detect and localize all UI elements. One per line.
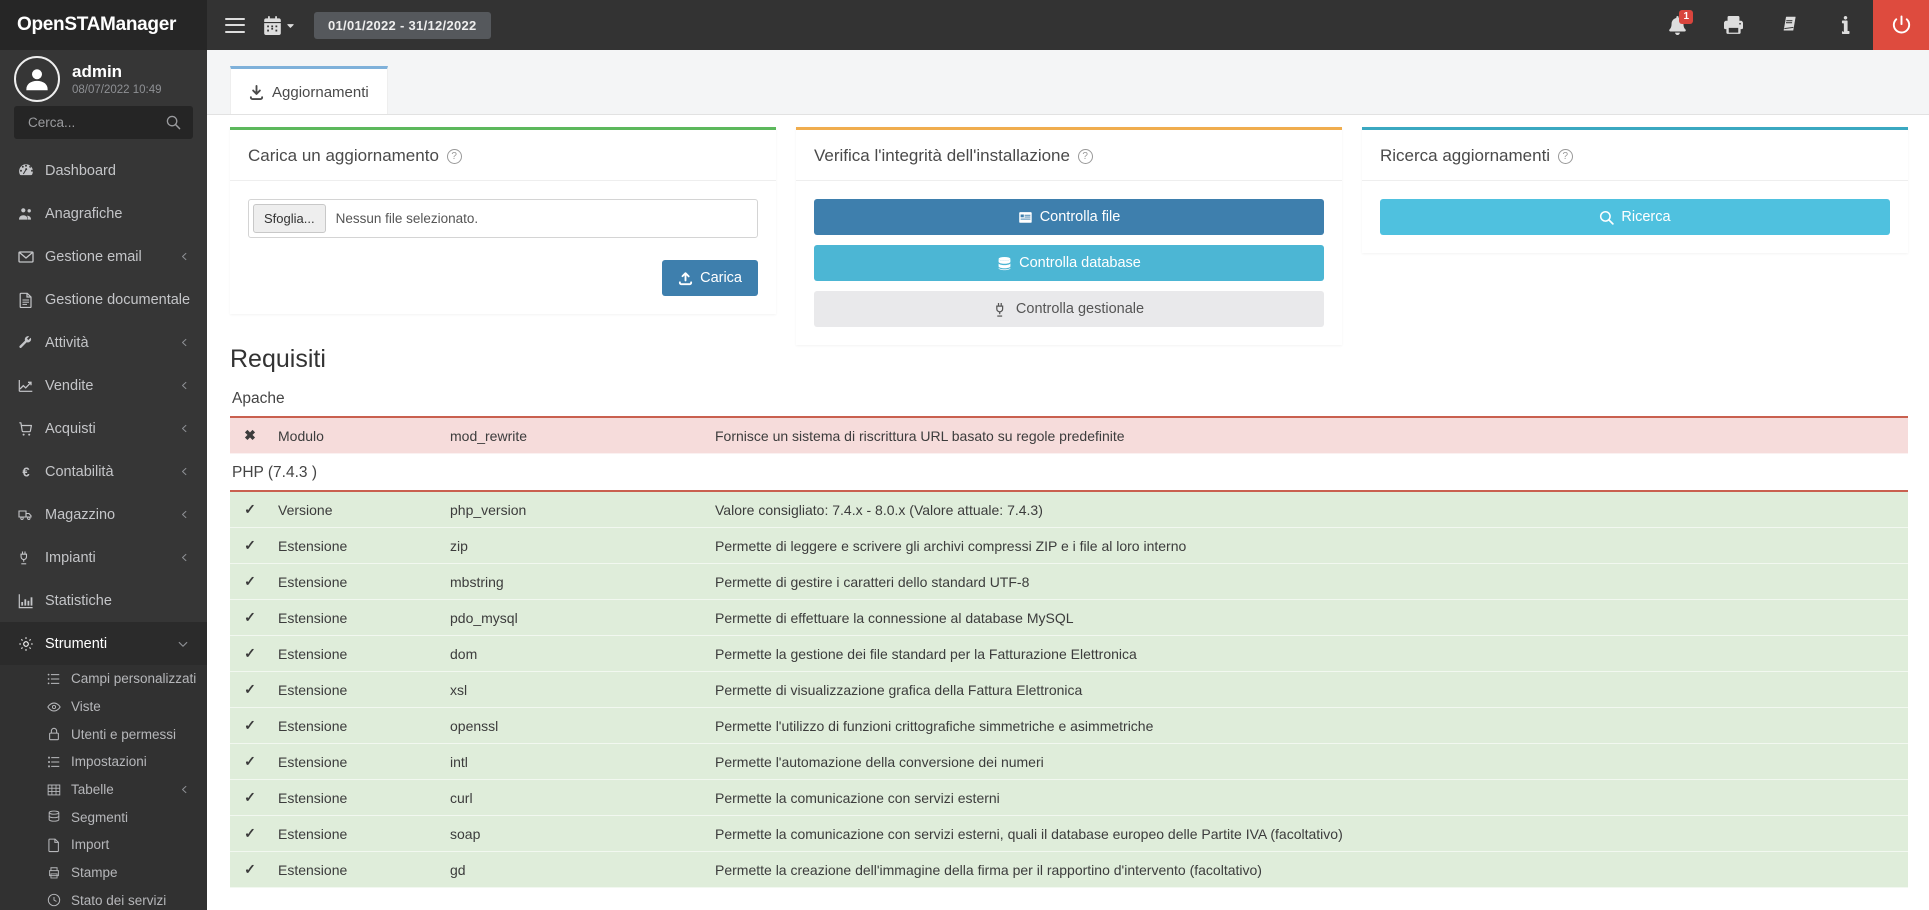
svg-text:€: € [22,464,29,479]
